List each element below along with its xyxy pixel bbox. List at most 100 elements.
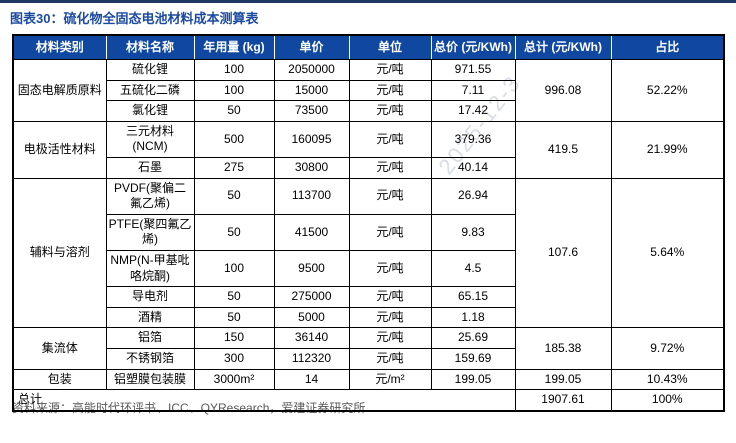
unit-cell: 元/吨	[348, 59, 432, 81]
material-name-cell: 铝塑膜包装膜	[105, 368, 195, 391]
unit-cell: 元/吨	[348, 213, 432, 251]
material-name-cell: PTFE(聚四氟乙烯)	[105, 213, 195, 251]
annual-usage-cell: 50	[193, 286, 275, 308]
group-total-cell: 199.05	[514, 368, 612, 391]
top-divider-rule	[0, 0, 736, 3]
table-body: 固态电解质原料 硫化锂 100 2050000 元/吨 971.55 996.08 52.22…	[12, 59, 725, 412]
grand-total-value-cell: 1907.61	[514, 389, 612, 412]
material-name-cell: NMP(N-甲基吡咯烷酮)	[105, 249, 195, 288]
unit-price-cell: 275000	[273, 286, 350, 308]
column-header: 总价 (元/KWh)	[430, 34, 516, 60]
annual-usage-cell: 50	[193, 177, 275, 215]
group-share-cell: 9.72%	[610, 327, 725, 370]
unit-cell: 元/吨	[348, 79, 432, 102]
cost-table: 材料类别 材料名称 年用量 (kg) 单价 单位 总价 (元/KWh) 总计 (元/KWh)…	[12, 34, 725, 412]
category-cell: 固态电解质原料	[12, 59, 107, 122]
unit-cell: 元/吨	[348, 177, 432, 215]
unit-cell: 元/吨	[348, 120, 432, 158]
grand-total-row: 总计 1907.61 100%	[12, 389, 725, 412]
table-row: 固态电解质原料 硫化锂 100 2050000 元/吨 971.55 996.08 52.22…	[12, 59, 725, 122]
unit-cell: 元/吨	[348, 286, 432, 308]
unit-price-cell: 14	[273, 368, 350, 391]
total-price-cell: 379.36	[430, 120, 516, 158]
column-header: 占比	[610, 34, 725, 60]
total-price-cell: 159.69	[430, 347, 516, 370]
total-price-cell: 4.5	[430, 249, 516, 288]
unit-cell: 元/吨	[348, 249, 432, 288]
unit-price-cell: 15000	[273, 79, 350, 102]
group-total-cell: 107.6	[514, 177, 612, 329]
total-price-cell: 199.05	[430, 368, 516, 391]
table-row: PTFE(聚四氟乙烯) 50 41500 元/吨 9.83	[13, 213, 724, 251]
material-name-cell: 三元材料 (NCM)	[105, 120, 195, 158]
unit-price-cell: 112320	[273, 347, 350, 370]
grand-total-label-cell: 总计	[12, 389, 516, 412]
unit-cell: 元/m²	[348, 368, 432, 391]
group-share-cell: 52.22%	[610, 59, 725, 122]
unit-price-cell: 41500	[273, 213, 350, 251]
total-price-cell: 40.14	[430, 156, 516, 179]
table-row: 酒精 50 5000 元/吨 1.18	[13, 306, 724, 329]
unit-price-cell: 113700	[273, 177, 350, 215]
group-total-cell: 185.38	[514, 327, 612, 370]
category-cell: 集流体	[12, 327, 107, 370]
total-price-cell: 7.11	[430, 79, 516, 102]
unit-cell: 元/吨	[348, 327, 432, 349]
unit-cell: 元/吨	[348, 100, 432, 122]
material-name-cell: 石墨	[105, 156, 195, 179]
material-name-cell: PVDF(聚偏二氟乙烯)	[105, 177, 195, 215]
annual-usage-cell: 100	[193, 249, 275, 288]
annual-usage-cell: 50	[193, 306, 275, 329]
group-total-cell: 996.08	[514, 59, 612, 122]
table-row: 包装 铝塑膜包装膜 3000m² 14 元/m² 199.05 199.05 10.43%	[12, 368, 725, 391]
unit-price-cell: 160095	[273, 120, 350, 158]
column-header: 单价	[273, 34, 350, 60]
annual-usage-cell: 100	[193, 59, 275, 81]
column-header: 材料类别	[12, 34, 107, 60]
material-name-cell: 铝箔	[105, 327, 195, 349]
total-price-cell: 25.69	[430, 327, 516, 349]
table-row: 电极活性材料 三元材料 (NCM) 500 160095 元/吨 379.36 419.5 2…	[12, 120, 725, 179]
annual-usage-cell: 50	[193, 213, 275, 251]
annual-usage-cell: 150	[193, 327, 275, 349]
table-row: 石墨 275 30800 元/吨 40.14	[13, 156, 724, 179]
figure-title: 图表30：硫化物全固态电池材料成本测算表	[10, 11, 259, 26]
unit-cell: 元/吨	[348, 156, 432, 179]
group-total-cell: 419.5	[514, 120, 612, 179]
group-share-cell: 21.99%	[610, 120, 725, 179]
category-cell: 电极活性材料	[12, 120, 107, 179]
column-header: 材料名称	[105, 34, 195, 60]
table-row: 不锈钢箔 300 112320 元/吨 159.69	[13, 347, 724, 370]
material-name-cell: 氯化锂	[105, 100, 195, 122]
group-share-cell: 5.64%	[610, 177, 725, 329]
table-row: 五硫化二磷 100 15000 元/吨 7.11	[13, 79, 724, 102]
material-name-cell: 硫化锂	[105, 59, 195, 81]
total-price-cell: 65.15	[430, 286, 516, 308]
grand-total-share-cell: 100%	[610, 389, 725, 412]
unit-price-cell: 9500	[273, 249, 350, 288]
total-price-cell: 9.83	[430, 213, 516, 251]
column-header: 单位	[348, 34, 432, 60]
annual-usage-cell: 500	[193, 120, 275, 158]
table-row: 辅料与溶剂 PVDF(聚偏二氟乙烯) 50 113700 元/吨 26.94 107.6 5.…	[12, 177, 725, 329]
total-price-cell: 1.18	[430, 306, 516, 329]
annual-usage-cell: 300	[193, 347, 275, 370]
unit-cell: 元/吨	[348, 347, 432, 370]
table-row: 集流体 铝箔 150 36140 元/吨 25.69 185.38 9.72%	[12, 327, 725, 370]
material-name-cell: 酒精	[105, 306, 195, 329]
total-price-cell: 17.42	[430, 100, 516, 122]
unit-price-cell: 36140	[273, 327, 350, 349]
table-row: NMP(N-甲基吡咯烷酮) 100 9500 元/吨 4.5	[13, 249, 724, 288]
category-cell: 辅料与溶剂	[12, 177, 107, 329]
unit-price-cell: 2050000	[273, 59, 350, 81]
total-price-cell: 971.55	[430, 59, 516, 81]
unit-price-cell: 73500	[273, 100, 350, 122]
material-name-cell: 导电剂	[105, 286, 195, 308]
group-share-cell: 10.43%	[610, 368, 725, 391]
total-price-cell: 26.94	[430, 177, 516, 215]
unit-cell: 元/吨	[348, 306, 432, 329]
header-row: 材料类别 材料名称 年用量 (kg) 单价 单位 总价 (元/KWh) 总计 (元/KWh)…	[12, 34, 725, 60]
table-header: 材料类别 材料名称 年用量 (kg) 单价 单位 总价 (元/KWh) 总计 (元/KWh)…	[12, 34, 725, 60]
annual-usage-cell: 100	[193, 79, 275, 102]
annual-usage-cell: 275	[193, 156, 275, 179]
